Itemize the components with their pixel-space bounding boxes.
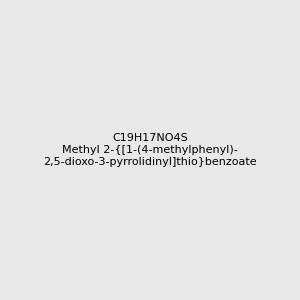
Text: C19H17NO4S
Methyl 2-{[1-(4-methylphenyl)-
2,5-dioxo-3-pyrrolidinyl]thio}benzoate: C19H17NO4S Methyl 2-{[1-(4-methylphenyl)…	[43, 134, 257, 166]
